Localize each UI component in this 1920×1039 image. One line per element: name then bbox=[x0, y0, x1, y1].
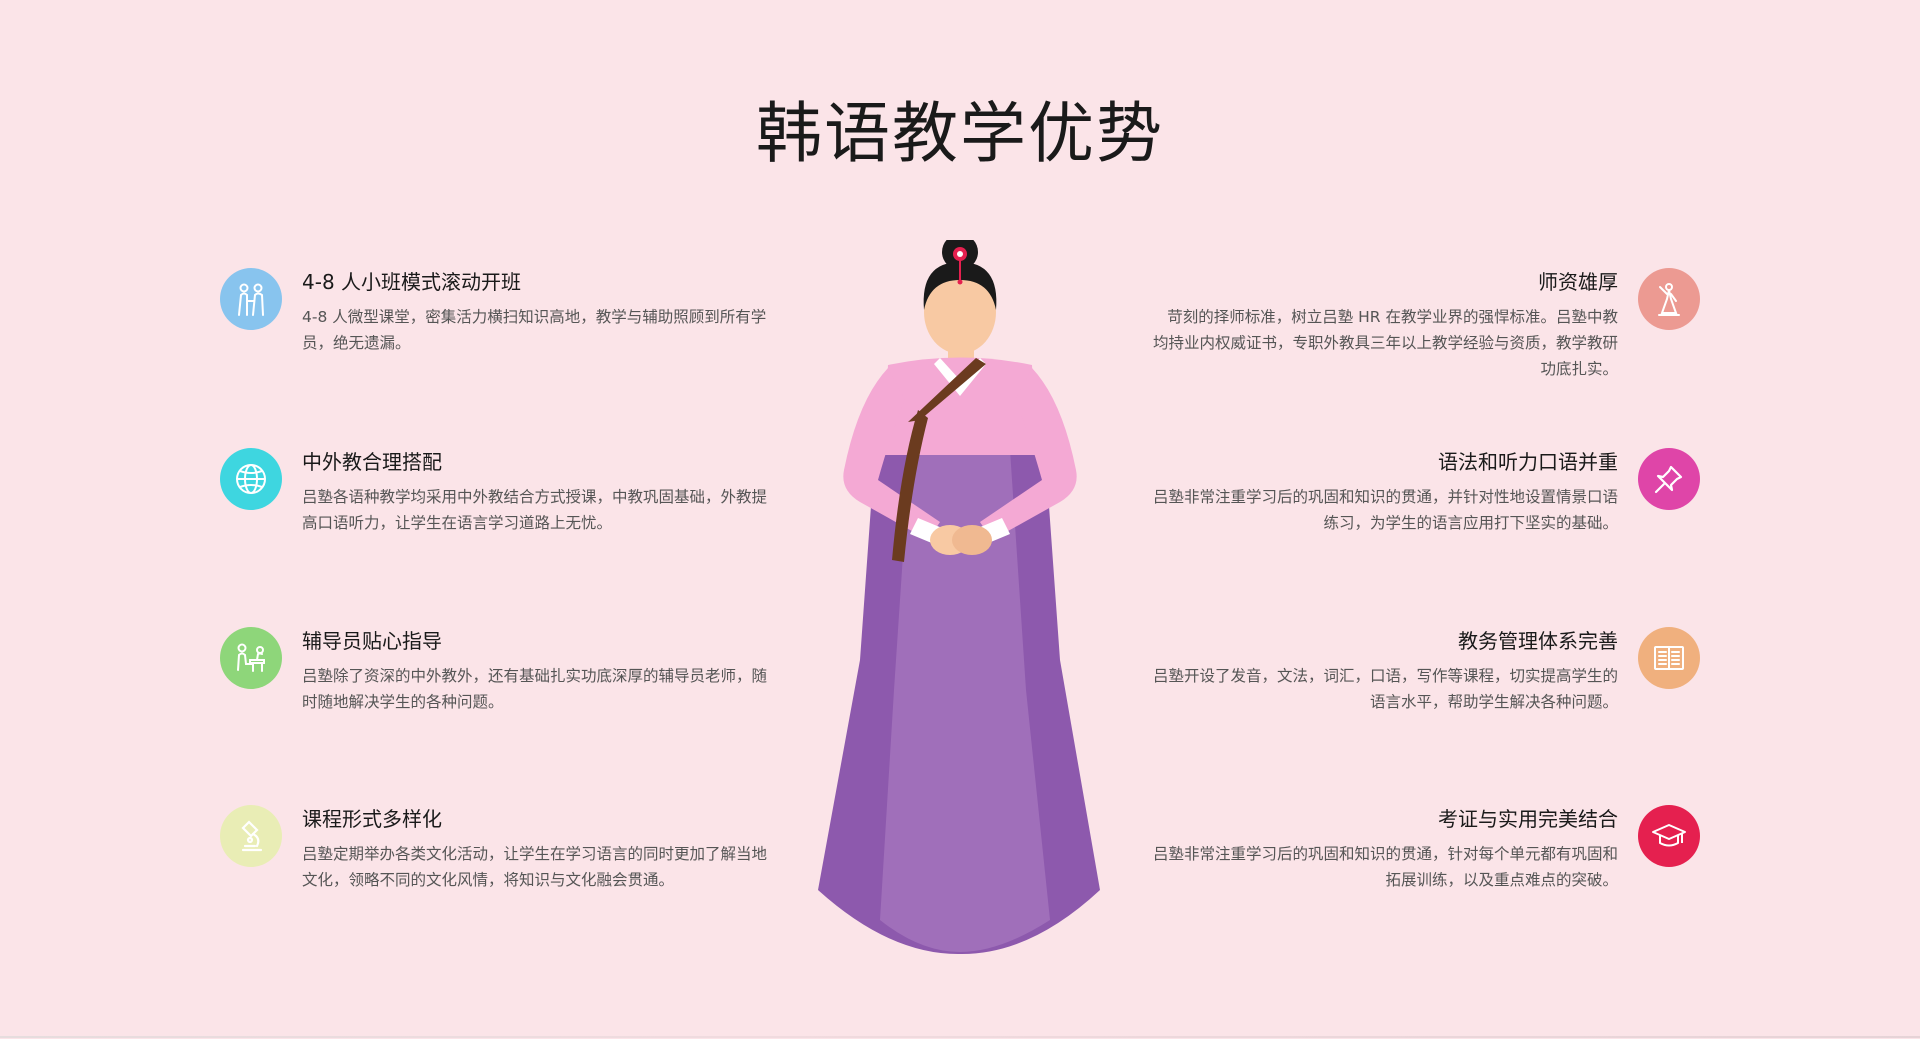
feature-desc: 4-8 人微型课堂，密集活力横扫知识高地，教学与辅助照顾到所有学员，绝无遗漏。 bbox=[302, 308, 767, 352]
feature-desc: 吕塾非常注重学习后的巩固和知识的贯通，针对每个单元都有巩固和拓展训练，以及重点难… bbox=[1153, 845, 1619, 889]
page-title: 韩语教学优势 bbox=[756, 95, 1164, 173]
feature-title: 考证与实用完美结合 bbox=[1438, 807, 1618, 831]
feature-title: 中外教合理搭配 bbox=[302, 450, 442, 474]
hanbok-woman-illustration bbox=[800, 234, 1120, 960]
feature-title: 语法和听力口语并重 bbox=[1438, 450, 1618, 474]
statue-icon bbox=[1638, 268, 1700, 330]
feature-desc: 吕塾开设了发音，文法，词汇，口语，写作等课程，切实提高学生的语言水平，帮助学生解… bbox=[1153, 667, 1619, 711]
bottom-divider bbox=[0, 1036, 1920, 1038]
feature-title: 4-8 人小班模式滚动开班 bbox=[302, 270, 522, 294]
feature-desc: 吕塾各语种教学均采用中外教结合方式授课，中教巩固基础，外教提高口语听力，让学生在… bbox=[302, 488, 768, 532]
globe-icon bbox=[220, 448, 282, 510]
feature-title: 教务管理体系完善 bbox=[1458, 629, 1618, 653]
tutor-desk-icon bbox=[220, 627, 282, 689]
feature-title: 师资雄厚 bbox=[1538, 270, 1618, 294]
microscope-icon bbox=[220, 805, 282, 867]
feature-title: 辅导员贴心指导 bbox=[302, 629, 442, 653]
feature-desc: 吕塾非常注重学习后的巩固和知识的贯通，并针对性地设置情景口语练习，为学生的语言应… bbox=[1153, 488, 1619, 532]
open-book-icon bbox=[1638, 627, 1700, 689]
feature-title: 课程形式多样化 bbox=[302, 807, 442, 831]
people-icon bbox=[220, 268, 282, 330]
graduation-cap-icon bbox=[1638, 805, 1700, 867]
feature-desc: 吕塾除了资深的中外教外，还有基础扎实功底深厚的辅导员老师，随时随地解决学生的各种… bbox=[302, 667, 768, 711]
feature-desc: 吕塾定期举办各类文化活动，让学生在学习语言的同时更加了解当地文化，领略不同的文化… bbox=[302, 845, 768, 889]
pushpin-icon bbox=[1638, 448, 1700, 510]
feature-desc: 苛刻的择师标准，树立吕塾 HR 在教学业界的强悍标准。吕塾中教均持业内权威证书，… bbox=[1153, 308, 1619, 378]
